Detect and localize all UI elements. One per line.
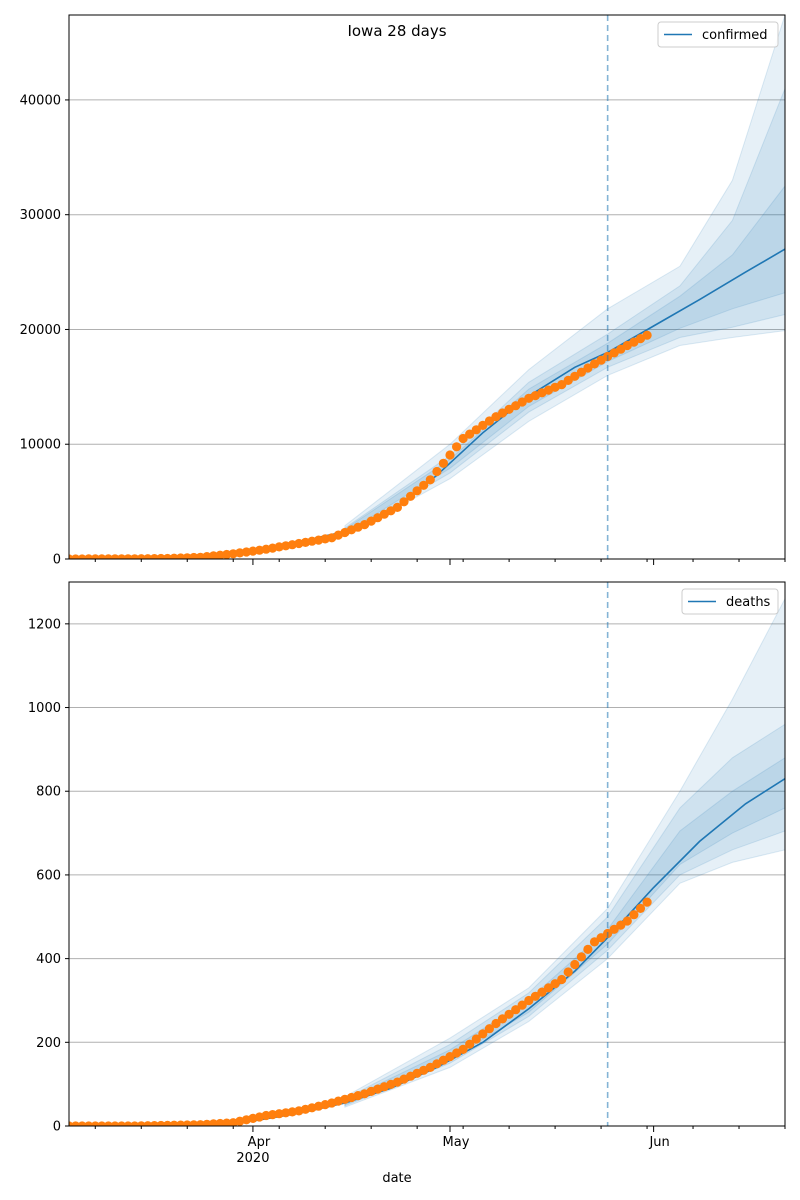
uncertainty-band xyxy=(344,88,785,536)
observed-point xyxy=(576,367,587,377)
observed-point xyxy=(215,550,225,559)
observed-point xyxy=(399,497,409,507)
chart-title: Iowa 28 days xyxy=(347,22,446,40)
observed-point xyxy=(478,420,488,430)
x-tick-label: Jun xyxy=(648,1135,669,1150)
observed-point xyxy=(557,380,567,390)
plot-area xyxy=(69,15,785,559)
observed-point xyxy=(471,425,481,435)
uncertainty-band xyxy=(344,185,785,535)
y-tick-label: 200 xyxy=(36,1036,61,1051)
observed-point xyxy=(465,429,475,439)
y-tick-label: 1000 xyxy=(28,701,61,716)
x-year-label: 2020 xyxy=(236,1151,269,1166)
deaths-panel: 0 200 400 600 800 1000 1200 Apr May Jun 2020 date de… xyxy=(28,581,786,1186)
observed-point xyxy=(596,933,606,943)
y-tick-label: 1200 xyxy=(28,617,61,632)
axes-frame xyxy=(68,14,786,560)
observed-point xyxy=(465,1039,475,1049)
observed-point xyxy=(392,502,402,512)
uncertainty-band xyxy=(344,757,785,1106)
y-tick-label: 10000 xyxy=(20,438,61,453)
uncertainty-band xyxy=(344,723,785,1107)
observed-point xyxy=(517,1000,527,1010)
observed-point xyxy=(504,1009,514,1019)
y-tick-label: 30000 xyxy=(20,208,61,223)
observed-point xyxy=(589,937,600,947)
observed-point xyxy=(543,983,554,993)
legend: deaths xyxy=(681,588,779,615)
observed-point xyxy=(432,466,442,477)
observed-point xyxy=(452,442,462,452)
observed-point xyxy=(419,480,429,490)
observed-point xyxy=(583,363,593,373)
observed-point xyxy=(563,967,573,977)
observed-point xyxy=(478,1029,488,1039)
observed-point xyxy=(425,475,435,485)
y-tick-label: 40000 xyxy=(20,93,61,108)
uncertainty-band xyxy=(344,15,785,537)
observed-point xyxy=(511,1005,521,1015)
observed-point xyxy=(609,924,619,934)
y-tick-label: 0 xyxy=(53,1120,61,1135)
observed-point xyxy=(642,330,652,340)
confirmed-panel: 0 10000 20000 30000 40000 confirmed xyxy=(20,14,786,568)
observed-point xyxy=(570,371,580,381)
x-axis-label: date xyxy=(382,1171,411,1186)
y-tick-label: 0 xyxy=(53,553,61,568)
plot-area xyxy=(69,598,785,1126)
observed-point xyxy=(563,375,573,385)
observed-point xyxy=(629,910,639,920)
observed-point xyxy=(471,1034,481,1044)
observed-point xyxy=(458,433,468,444)
y-tick-label: 20000 xyxy=(20,323,61,338)
observed-point xyxy=(570,959,580,970)
observed-point xyxy=(484,416,494,426)
y-tick-label: 800 xyxy=(36,785,61,800)
observed-point xyxy=(550,979,560,989)
observed-point xyxy=(583,944,593,955)
legend: confirmed xyxy=(657,21,779,48)
uncertainty-band xyxy=(344,598,785,1108)
observed-point xyxy=(445,450,455,460)
observed-point xyxy=(642,897,652,907)
y-tick-label: 400 xyxy=(36,952,61,967)
observed-point xyxy=(438,458,448,468)
observed-point xyxy=(458,1044,468,1054)
observed-point xyxy=(497,1014,508,1024)
legend-box xyxy=(681,588,779,615)
observed-point xyxy=(412,486,422,496)
observed-point xyxy=(635,903,646,914)
x-tick-label: May xyxy=(443,1135,470,1150)
y-tick-label: 600 xyxy=(36,868,61,883)
legend-box xyxy=(657,21,779,48)
observed-point xyxy=(576,952,587,962)
observed-point xyxy=(524,995,534,1006)
legend-label: deaths xyxy=(726,595,771,610)
observed-point xyxy=(622,916,632,926)
observed-point xyxy=(557,974,567,985)
observed-point xyxy=(537,987,547,997)
observed-point xyxy=(406,491,416,501)
observed-point xyxy=(491,1018,501,1029)
observed-point xyxy=(208,551,219,559)
axes-frame xyxy=(68,581,786,1127)
observed-point xyxy=(530,991,541,1001)
x-tick-label: Apr xyxy=(248,1135,271,1150)
legend-label: confirmed xyxy=(702,28,768,43)
observed-point xyxy=(484,1024,494,1034)
